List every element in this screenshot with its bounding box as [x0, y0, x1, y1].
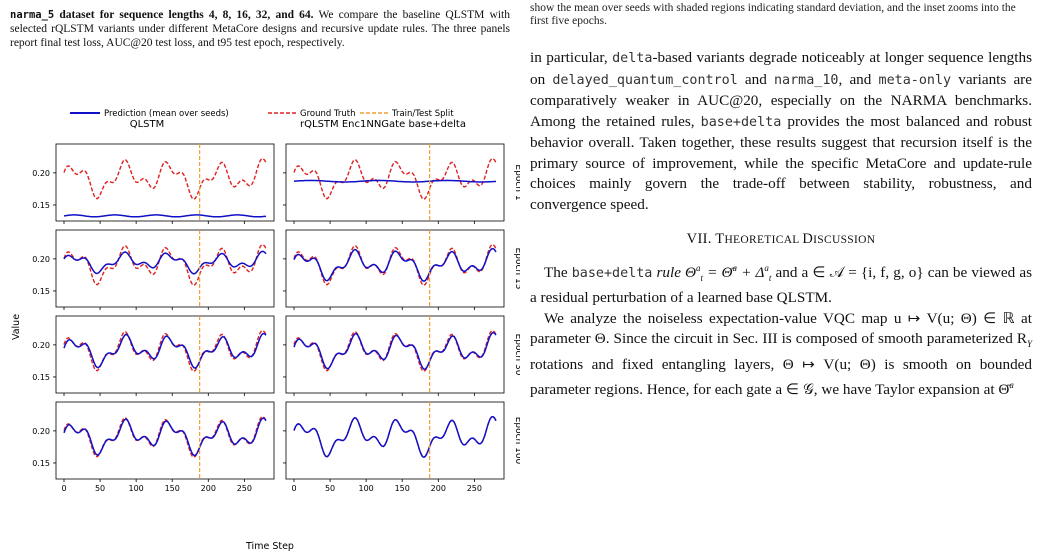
prediction-line — [293, 179, 497, 183]
panel-2-0: 0.20 0.15 — [32, 315, 275, 396]
panel-frame — [285, 143, 505, 222]
panel-frame — [55, 315, 275, 394]
y-tick-label: 0.15 — [32, 201, 50, 210]
y-tick-label: 0.15 — [32, 459, 50, 468]
prediction-figure: Prediction (mean over seeds) Ground Trut… — [11, 109, 520, 552]
panel-frame — [285, 401, 505, 480]
inline-code: delta — [612, 51, 653, 66]
ground-truth-line — [63, 415, 267, 459]
text-run: -based variants degrade noticeably at lo… — [530, 49, 1033, 88]
panel-3-1: 0 50 100 150 200 250 Epoch 100 — [283, 401, 520, 493]
col-title-qlstm: QLSTM — [130, 119, 165, 130]
panel-1-0: 0.20 0.15 — [32, 229, 275, 310]
text-run: variants are comparatively weaker in AUC… — [530, 70, 1032, 130]
text-run: , and — [838, 70, 879, 88]
legend-truth: Ground Truth — [300, 109, 356, 119]
paper-body: in particular, delta-based variants degr… — [530, 48, 1032, 401]
x-tick-label: 50 — [95, 484, 105, 493]
y-tick-label: 0.20 — [32, 255, 50, 264]
panel-frame — [285, 229, 505, 308]
text-run: and — [737, 70, 774, 88]
left-figure-caption: narma_5 dataset for sequence lengths 4, … — [10, 8, 510, 50]
y-tick-label: 0.20 — [32, 427, 50, 436]
y-axis-label: Value — [11, 314, 22, 340]
caption-code: narma_5 — [10, 9, 55, 21]
y-tick-label: 0.15 — [32, 373, 50, 382]
right-figure-caption: show the mean over seeds with shaded reg… — [530, 2, 1016, 27]
x-tick-label: 100 — [129, 484, 144, 493]
y-tick-label: 0.20 — [32, 341, 50, 350]
x-tick-label: 200 — [431, 484, 446, 493]
x-tick-label: 50 — [325, 484, 335, 493]
prediction-line — [293, 415, 497, 459]
paragraph-results: in particular, delta-based variants degr… — [530, 48, 1032, 215]
y-tick-label: 0.15 — [32, 287, 50, 296]
ground-truth-line — [63, 329, 267, 373]
x-tick-label: 200 — [201, 484, 216, 493]
row-label: Epoch 100 — [513, 417, 520, 465]
y-tick-label: 0.20 — [32, 169, 50, 178]
text-run: provides the most balanced and robust be… — [530, 112, 1032, 213]
panel-1-1: Epoch 15 — [283, 229, 520, 310]
ground-truth-line — [63, 243, 267, 287]
row-label: Epoch 1 — [513, 164, 520, 200]
prediction-line — [63, 417, 267, 457]
x-tick-label: 0 — [61, 484, 66, 493]
prediction-line — [63, 250, 267, 275]
panel-0-0: 0.20 0.15 — [32, 143, 275, 224]
x-tick-label: 250 — [467, 484, 482, 493]
ground-truth-line — [293, 415, 497, 459]
panel-2-1: Epoch 30 — [283, 315, 520, 396]
inline-code: narma_10 — [774, 72, 839, 88]
panel-frame — [285, 315, 505, 394]
inline-code: base+delta — [700, 114, 782, 130]
x-tick-label: 150 — [395, 484, 410, 493]
x-tick-label: 100 — [359, 484, 374, 493]
panel-0-1: Epoch 1 — [283, 143, 520, 224]
text-run: in particular, — [530, 49, 613, 66]
prediction-line — [293, 331, 497, 370]
caption-bold: dataset for sequence lengths 4, 8, 16, 3… — [54, 9, 314, 21]
ground-truth-line — [293, 329, 497, 373]
panel-frame — [55, 401, 275, 480]
x-tick-label: 0 — [291, 484, 296, 493]
paragraph-base-delta: The base+delta rule Θat = Θ̄a + Δat and … — [530, 262, 1032, 307]
x-axis-label: Time Step — [245, 541, 294, 552]
row-label: Epoch 30 — [513, 334, 520, 376]
legend: Prediction (mean over seeds) Ground Trut… — [70, 109, 454, 119]
ground-truth-line — [293, 243, 497, 287]
section-heading: VII. THEORETICAL DISCUSSION — [686, 231, 876, 247]
legend-split: Train/Test Split — [391, 109, 454, 119]
inline-code: meta-only — [878, 72, 952, 88]
col-title-rqlstm: rQLSTM Enc1NNGate base+delta — [300, 119, 466, 130]
panel-3-0: 0.20 0.15 0 50 100 150 200 250 — [32, 401, 275, 493]
ground-truth-line — [63, 157, 267, 201]
prediction-line — [63, 214, 267, 218]
prediction-line — [63, 332, 267, 369]
panel-frame — [55, 143, 275, 222]
prediction-line — [293, 247, 497, 283]
legend-prediction: Prediction (mean over seeds) — [104, 109, 229, 119]
panel-frame — [55, 229, 275, 308]
ground-truth-line — [293, 157, 497, 201]
x-tick-label: 250 — [237, 484, 252, 493]
caption-rest: We compare the baseline QLSTM with selec… — [10, 9, 510, 49]
paragraph-analysis: We analyze the noiseless expectation-val… — [530, 309, 1032, 399]
x-tick-label: 150 — [165, 484, 180, 493]
inline-code: delayed_quantum_control — [552, 72, 738, 88]
row-label: Epoch 15 — [513, 248, 520, 290]
